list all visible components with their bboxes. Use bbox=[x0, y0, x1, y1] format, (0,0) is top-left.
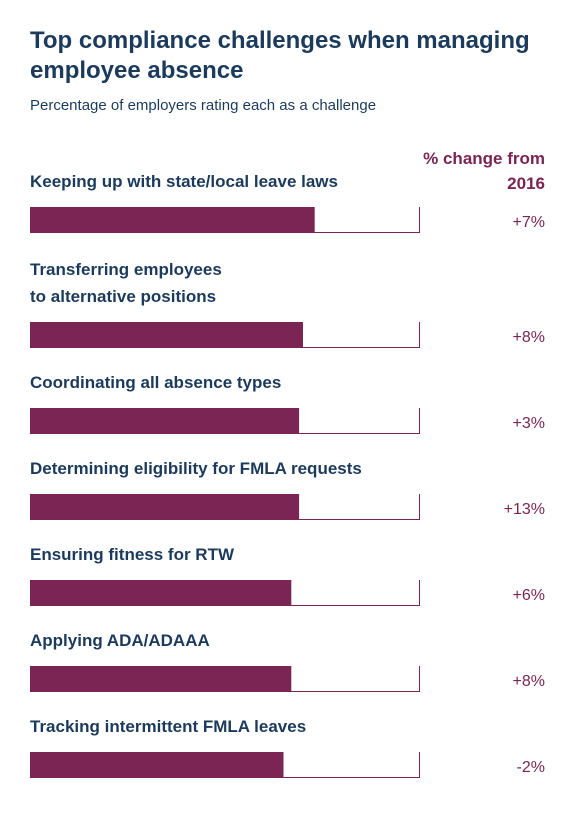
category-label: Keeping up with state/local leave laws bbox=[30, 172, 338, 191]
category-label: Applying ADA/ADAAA bbox=[30, 631, 210, 650]
change-label: +7% bbox=[513, 214, 545, 231]
category-label: Coordinating all absence types bbox=[30, 373, 281, 392]
change-label: +8% bbox=[513, 329, 545, 346]
bar bbox=[30, 752, 284, 778]
category-label: to alternative positions bbox=[30, 287, 216, 306]
change-label: +13% bbox=[504, 501, 545, 518]
bar bbox=[30, 494, 300, 520]
change-label: -2% bbox=[517, 759, 545, 776]
bar bbox=[30, 666, 292, 692]
chart-subtitle: Percentage of employers rating each as a… bbox=[30, 97, 377, 114]
category-label: Tracking intermittent FMLA leaves bbox=[30, 717, 306, 736]
bar bbox=[30, 207, 315, 233]
bar bbox=[30, 408, 300, 434]
change-label: +6% bbox=[513, 587, 545, 604]
change-label: +3% bbox=[513, 415, 545, 432]
category-label: Transferring employees bbox=[30, 260, 222, 279]
chart-title: Top compliance challenges when managing … bbox=[30, 27, 530, 84]
change-column-header: % change from 2016 bbox=[423, 149, 545, 193]
bar bbox=[30, 580, 292, 606]
category-label: Determining eligibility for FMLA request… bbox=[30, 459, 362, 478]
category-label: Ensuring fitness for RTW bbox=[30, 545, 235, 564]
change-label: +8% bbox=[513, 673, 545, 690]
bar bbox=[30, 322, 303, 348]
